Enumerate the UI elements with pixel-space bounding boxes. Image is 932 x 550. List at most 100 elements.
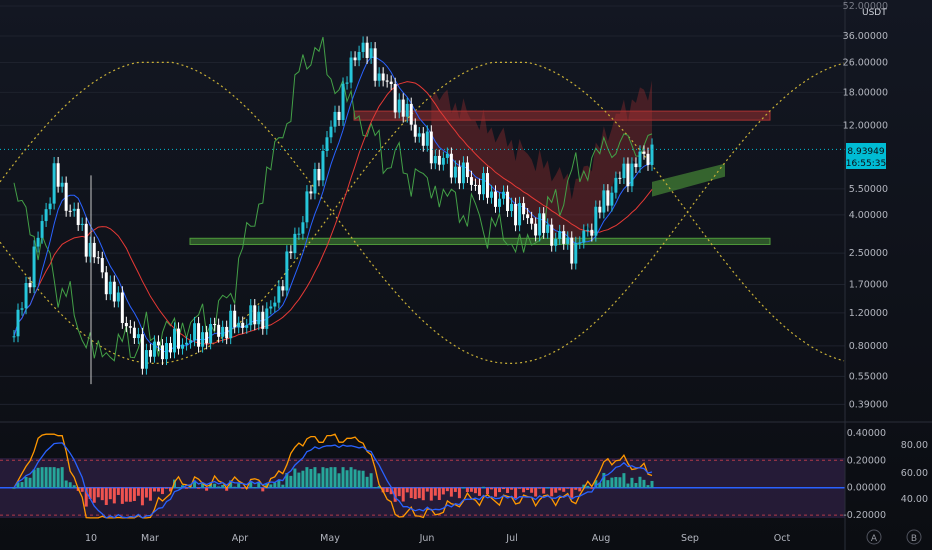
candle-body[interactable]	[477, 184, 481, 195]
candles[interactable]	[12, 36, 654, 375]
candle-body[interactable]	[20, 308, 24, 310]
candle-body[interactable]	[181, 344, 185, 349]
candle-body[interactable]	[614, 177, 618, 193]
candle-body[interactable]	[461, 162, 465, 184]
candle-body[interactable]	[273, 302, 277, 307]
candle-body[interactable]	[28, 283, 32, 288]
candle-body[interactable]	[598, 206, 602, 213]
candle-body[interactable]	[413, 124, 417, 137]
candle-body[interactable]	[249, 305, 253, 326]
candle-body[interactable]	[453, 166, 457, 178]
candle-body[interactable]	[357, 51, 361, 61]
candle-body[interactable]	[618, 177, 622, 179]
candle-body[interactable]	[562, 231, 566, 244]
candle-body[interactable]	[285, 251, 289, 291]
candle-body[interactable]	[393, 83, 397, 113]
candle-body[interactable]	[205, 332, 209, 344]
candle-body[interactable]	[602, 190, 606, 213]
candle-body[interactable]	[469, 177, 473, 185]
resistance-zone[interactable]	[353, 110, 771, 121]
candle-body[interactable]	[32, 246, 36, 288]
candle-body[interactable]	[305, 191, 309, 223]
candle-body[interactable]	[353, 57, 357, 61]
candle-body[interactable]	[445, 153, 449, 158]
candle-body[interactable]	[373, 48, 377, 81]
oscillator-pane[interactable]	[0, 433, 845, 519]
candle-body[interactable]	[225, 326, 229, 339]
candle-body[interactable]	[160, 345, 164, 360]
candle-body[interactable]	[140, 334, 144, 369]
candle-body[interactable]	[173, 328, 177, 353]
candle-body[interactable]	[261, 311, 265, 329]
candle-body[interactable]	[498, 198, 502, 207]
candle-body[interactable]	[313, 168, 317, 194]
candle-body[interactable]	[277, 286, 281, 303]
candle-body[interactable]	[189, 340, 193, 343]
candle-body[interactable]	[193, 323, 197, 341]
candle-body[interactable]	[441, 157, 445, 165]
candle-body[interactable]	[594, 206, 598, 236]
candle-body[interactable]	[152, 341, 156, 357]
candle-body[interactable]	[610, 192, 614, 206]
candle-body[interactable]	[510, 203, 514, 212]
candle-body[interactable]	[429, 131, 433, 164]
candle-body[interactable]	[124, 322, 128, 327]
candle-body[interactable]	[506, 191, 510, 212]
candle-body[interactable]	[48, 203, 52, 210]
candle-body[interactable]	[341, 83, 345, 121]
candle-body[interactable]	[526, 214, 530, 219]
candle-body[interactable]	[309, 191, 313, 194]
candle-body[interactable]	[481, 173, 485, 195]
candle-body[interactable]	[265, 308, 269, 329]
candle-body[interactable]	[80, 223, 84, 226]
oscillator-axis[interactable]: 0.40000 0.20000 0.00000 -0.20000 80.00 60.00 4…	[843, 428, 928, 521]
candle-body[interactable]	[638, 151, 642, 168]
candle-body[interactable]	[457, 166, 461, 184]
candle-body[interactable]	[201, 332, 205, 347]
candle-body[interactable]	[128, 326, 132, 328]
candle-body[interactable]	[550, 224, 554, 246]
candle-body[interactable]	[514, 203, 518, 226]
candle-body[interactable]	[68, 210, 72, 212]
candle-body[interactable]	[345, 82, 349, 84]
candle-body[interactable]	[88, 242, 92, 257]
candle-body[interactable]	[566, 237, 570, 244]
candle-body[interactable]	[297, 233, 301, 235]
candle-body[interactable]	[650, 144, 654, 166]
candle-body[interactable]	[177, 328, 181, 349]
candle-body[interactable]	[417, 133, 421, 137]
candle-body[interactable]	[542, 213, 546, 233]
candle-body[interactable]	[361, 42, 365, 52]
candle-body[interactable]	[646, 153, 650, 166]
main-pane[interactable]	[0, 5, 845, 405]
candle-body[interactable]	[606, 190, 610, 206]
candle-body[interactable]	[634, 163, 638, 168]
candle-body[interactable]	[289, 251, 293, 254]
candle-body[interactable]	[518, 203, 522, 226]
candle-body[interactable]	[385, 80, 389, 82]
auto-scale-button[interactable]: A	[866, 529, 882, 545]
candle-body[interactable]	[197, 323, 201, 347]
candle-body[interactable]	[437, 155, 441, 165]
candle-body[interactable]	[522, 203, 526, 215]
candle-body[interactable]	[76, 208, 80, 226]
candle-body[interactable]	[156, 341, 160, 346]
candle-body[interactable]	[546, 224, 550, 233]
candle-body[interactable]	[241, 322, 245, 328]
candle-body[interactable]	[237, 322, 241, 328]
candle-body[interactable]	[465, 162, 469, 178]
candle-body[interactable]	[56, 163, 60, 187]
candle-body[interactable]	[221, 326, 225, 337]
candle-body[interactable]	[574, 243, 578, 264]
candle-body[interactable]	[449, 153, 453, 178]
candle-body[interactable]	[44, 209, 48, 222]
candle-body[interactable]	[405, 103, 409, 117]
candle-body[interactable]	[622, 163, 626, 179]
candle-body[interactable]	[582, 230, 586, 243]
candle-body[interactable]	[329, 126, 333, 138]
candle-body[interactable]	[381, 73, 385, 81]
candle-body[interactable]	[116, 292, 120, 302]
candle-body[interactable]	[52, 163, 56, 204]
candle-body[interactable]	[538, 213, 542, 236]
